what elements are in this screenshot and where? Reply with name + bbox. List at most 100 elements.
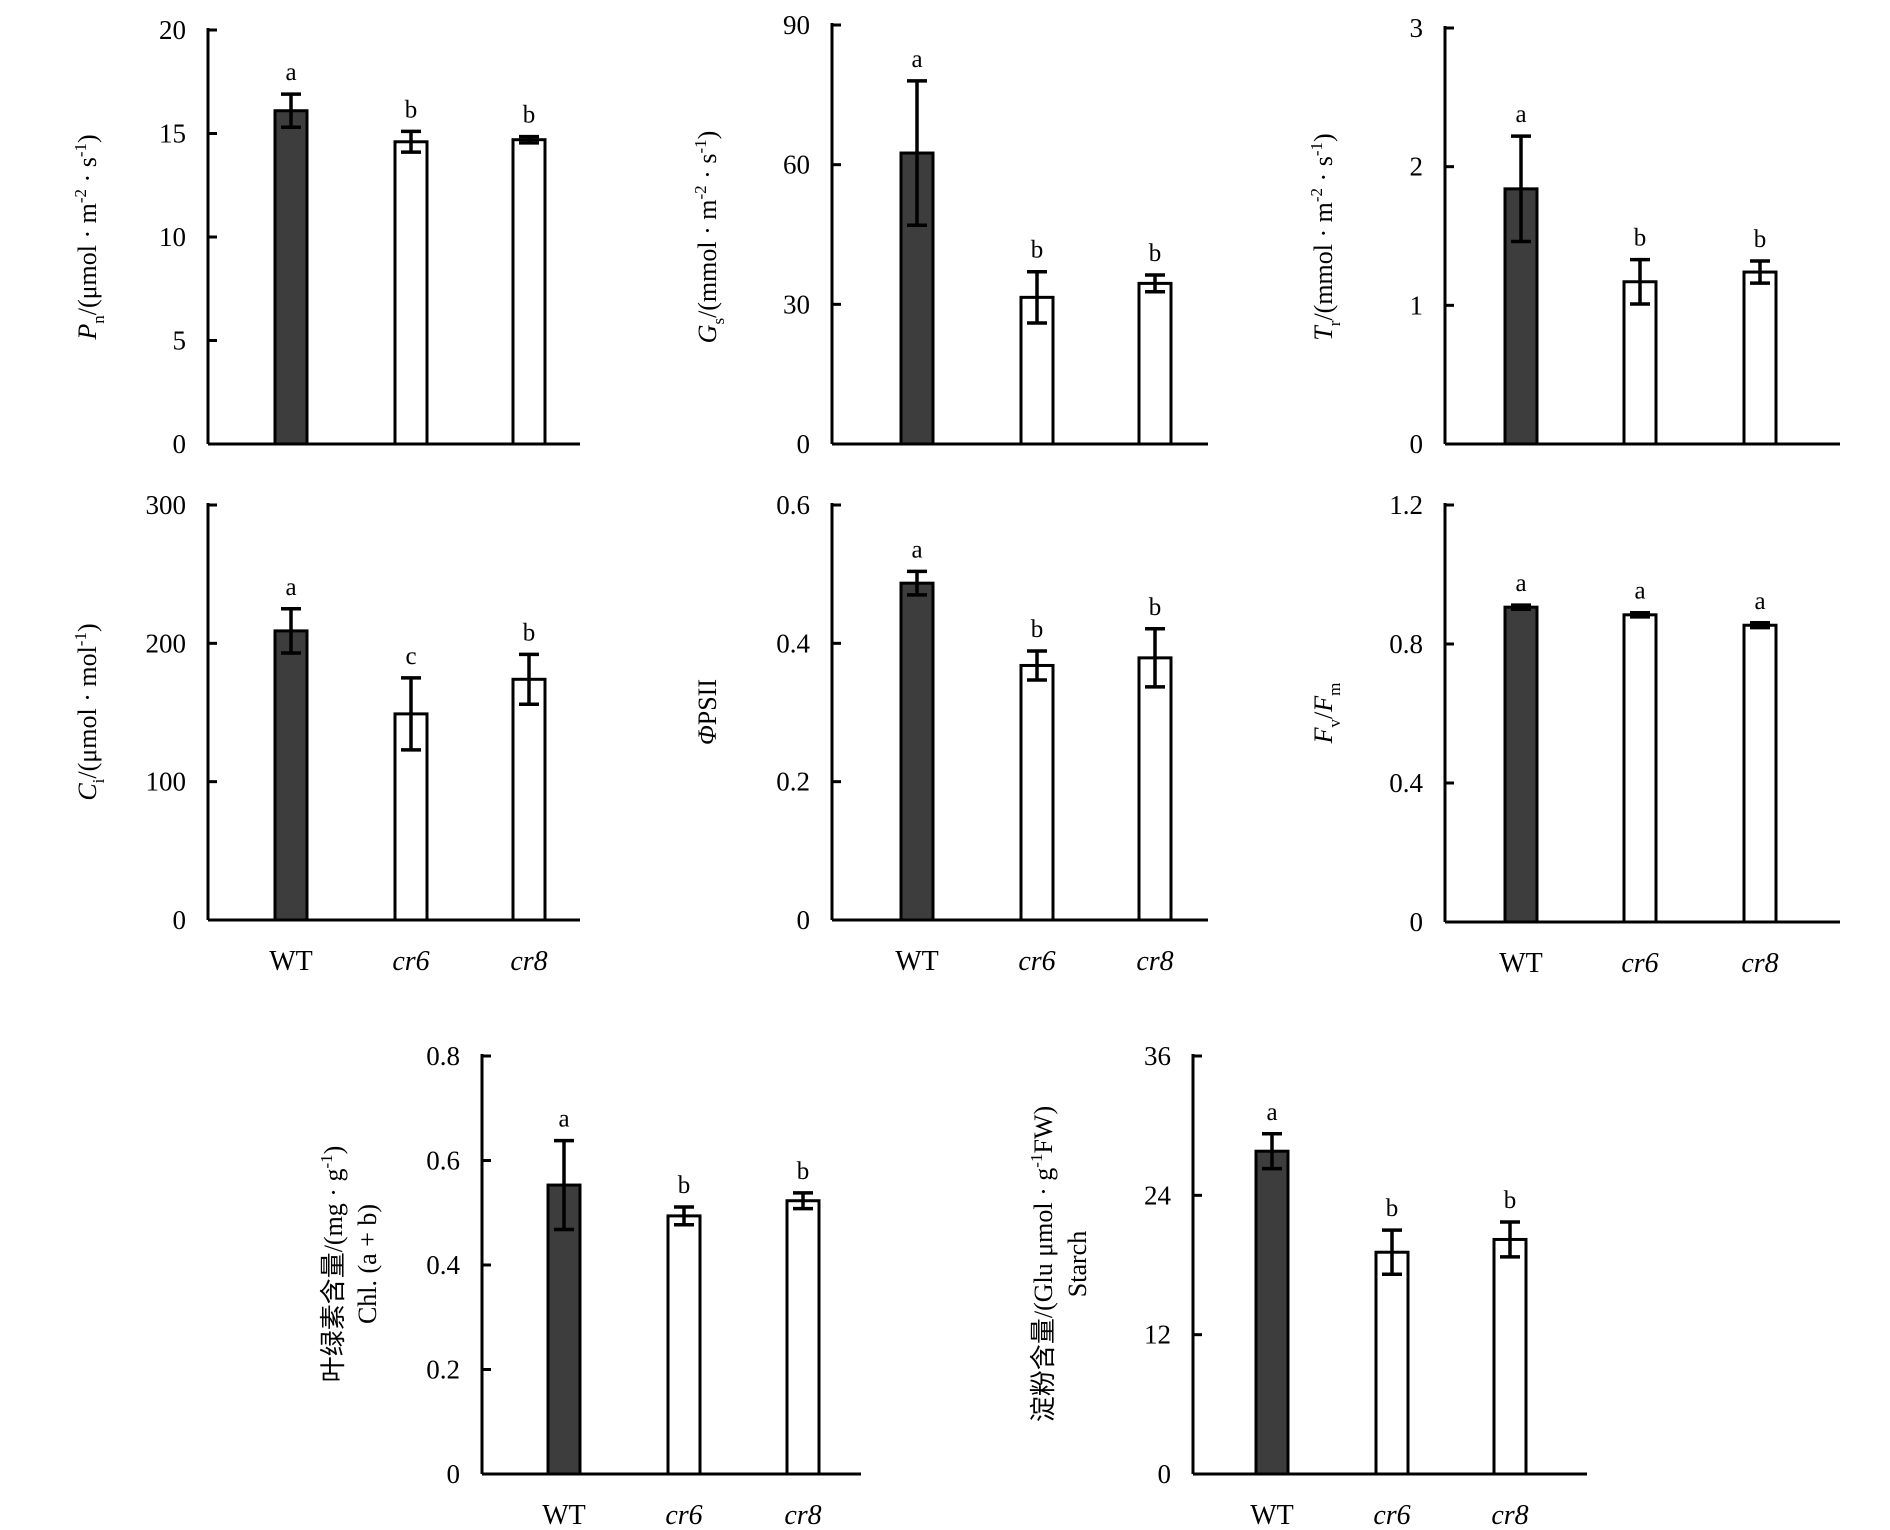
bar-cr6 (393, 140, 429, 446)
y-tick-label: 15 (159, 119, 186, 149)
bar-cr6 (1374, 1250, 1410, 1476)
category-label: cr6 (665, 1500, 702, 1530)
y-tick-label: 100 (146, 767, 187, 797)
bar-wt (1503, 605, 1539, 924)
y-axis-label: Pn/(μmol · m-2 · s-1) (71, 134, 108, 340)
significance-letter: b (1031, 237, 1044, 264)
category-label: cr6 (1018, 946, 1055, 977)
category-label: cr8 (1741, 948, 1778, 979)
chart-panel-tr: 0 1 2 3 a b b Tr/(mmol · m-2 · s-1) (1307, 13, 1840, 459)
significance-letter: a (1515, 570, 1526, 597)
bar-cr8 (1742, 270, 1778, 446)
significance-letter: a (911, 46, 922, 73)
chart-panel-fvfm: 0 0.4 0.8 1.2 a WT a cr6 a cr8 Fv/Fm (1309, 490, 1840, 979)
significance-letter: a (911, 536, 922, 563)
y-tick-label: 20 (159, 15, 186, 45)
chart-panel-pn: 0 5 10 15 20 a b b Pn/(μmol · m-2 · s-1) (71, 15, 580, 459)
y-tick-label: 1.2 (1389, 490, 1423, 520)
category-label: WT (1499, 948, 1543, 979)
y-tick-label: 30 (783, 289, 810, 319)
y-tick-label: 12 (1144, 1320, 1171, 1350)
category-label: cr8 (510, 946, 547, 977)
bar-cr6 (1019, 663, 1055, 922)
y-tick-label: 0 (173, 429, 187, 459)
bar-cr8 (785, 1199, 821, 1476)
category-label: WT (895, 946, 939, 977)
y-axis-label-line2: Chl. (a + b) (353, 1204, 382, 1324)
y-tick-label: 0 (1410, 907, 1424, 937)
bar-cr8 (511, 677, 547, 922)
bar-cr8 (1137, 281, 1173, 446)
y-axis-label: ΦPSII (693, 679, 722, 745)
bar-wt (1254, 1149, 1290, 1476)
y-tick-label: 0.4 (776, 628, 810, 658)
y-tick-label: 0.4 (1389, 768, 1423, 798)
y-tick-label: 2 (1410, 152, 1424, 182)
y-tick-label: 1 (1410, 290, 1424, 320)
y-tick-label: 0.6 (776, 490, 810, 520)
y-tick-label: 0.2 (776, 767, 810, 797)
significance-letter: b (1031, 616, 1044, 643)
y-axis-label: Ci/(μmol · mol-1) (71, 623, 108, 800)
bar-cr6 (666, 1214, 702, 1476)
significance-letter: b (1504, 1187, 1517, 1214)
category-label: cr8 (1491, 1500, 1528, 1530)
significance-letter: a (558, 1106, 569, 1133)
significance-letter: a (1754, 588, 1765, 615)
significance-letter: b (1149, 240, 1162, 267)
y-tick-label: 5 (173, 326, 187, 356)
significance-letter: b (523, 619, 536, 646)
significance-letter: a (1266, 1099, 1277, 1126)
y-tick-label: 0.8 (426, 1041, 460, 1071)
y-axis-label: Gs/(mmol · m-2 · s-1) (691, 131, 728, 344)
bar-wt (899, 581, 935, 922)
y-tick-label: 0.2 (426, 1355, 460, 1385)
y-tick-label: 0 (1410, 429, 1424, 459)
significance-letter: c (405, 643, 416, 670)
bar-wt (273, 109, 309, 446)
category-label: WT (269, 946, 313, 977)
chart-panel-gs: 0 30 60 90 a b b Gs/(mmol · m-2 · s-1) (691, 10, 1208, 459)
y-axis-label: Fv/Fm (1309, 683, 1344, 745)
category-label: cr8 (1136, 946, 1173, 977)
significance-letter: b (405, 96, 418, 123)
significance-letter: a (285, 59, 296, 86)
chart-panel-ci: 0 100 200 300 a WT c cr6 b cr8 Ci/(μmol · mol-1) (71, 490, 580, 977)
chart-panel-starch: 0 12 24 36 a WT b cr6 b cr8 淀粉含量/(Glu μmol · g-1FW… (1027, 1041, 1587, 1530)
significance-letter: b (678, 1172, 691, 1199)
y-axis-label: 叶绿素含量/(mg · g-1) (317, 1146, 348, 1383)
significance-letter: b (797, 1158, 810, 1185)
bar-cr8 (1137, 656, 1173, 922)
category-label: cr6 (1621, 948, 1658, 979)
significance-letter: b (523, 102, 536, 129)
y-axis-label: 淀粉含量/(Glu μmol · g-1FW) (1027, 1106, 1058, 1422)
y-tick-label: 0 (797, 905, 811, 935)
significance-letter: a (1515, 101, 1526, 128)
bar-cr8 (1742, 623, 1778, 924)
category-label: cr6 (392, 946, 429, 977)
bar-cr6 (1622, 280, 1658, 446)
bar-cr8 (511, 138, 547, 446)
chart-panel-chl: 0 0.2 0.4 0.6 0.8 a WT b cr6 b cr8 叶绿素含量/(mg · g-1)… (317, 1041, 861, 1530)
bar-cr8 (1492, 1237, 1528, 1476)
y-tick-label: 24 (1144, 1180, 1172, 1210)
y-axis-label-line2: Starch (1063, 1231, 1092, 1297)
significance-letter: b (1754, 226, 1767, 253)
y-tick-label: 200 (146, 628, 187, 658)
y-axis-label: Tr/(mmol · m-2 · s-1) (1307, 133, 1344, 340)
significance-letter: b (1149, 594, 1162, 621)
y-tick-label: 36 (1144, 1041, 1171, 1071)
category-label: cr6 (1373, 1500, 1410, 1530)
category-label: WT (1250, 1500, 1294, 1530)
significance-letter: b (1386, 1195, 1399, 1222)
bar-wt (273, 629, 309, 922)
y-tick-label: 10 (159, 222, 186, 252)
bar-cr6 (1622, 613, 1658, 924)
chart-panel-phipsii: 0 0.2 0.4 0.6 a WT b cr6 b cr8 ΦPSII (693, 490, 1208, 977)
y-tick-label: 0 (1158, 1459, 1172, 1489)
significance-letter: b (1634, 225, 1647, 252)
y-tick-label: 0.4 (426, 1250, 460, 1280)
y-tick-label: 0.6 (426, 1146, 460, 1176)
y-tick-label: 0 (797, 429, 811, 459)
